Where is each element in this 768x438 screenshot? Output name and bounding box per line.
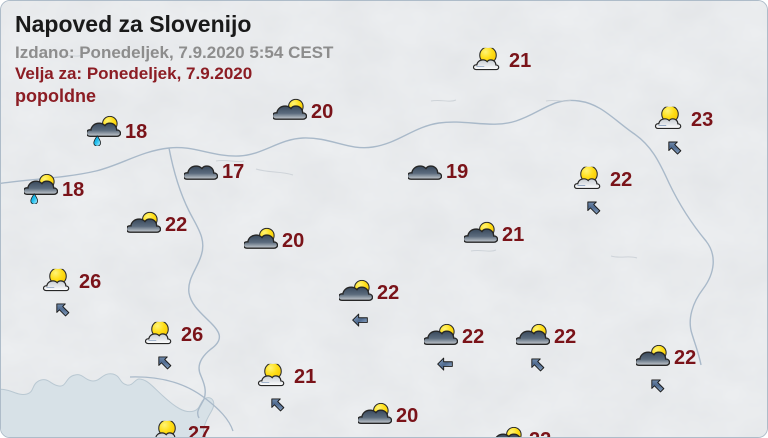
svg-text:21: 21 <box>502 224 524 246</box>
svg-text:20: 20 <box>311 101 333 123</box>
svg-text:21: 21 <box>509 50 531 72</box>
svg-text:18: 18 <box>62 179 84 201</box>
svg-text:22: 22 <box>529 429 551 438</box>
svg-text:27: 27 <box>188 423 210 438</box>
svg-text:26: 26 <box>79 271 101 293</box>
svg-text:22: 22 <box>554 326 576 348</box>
svg-text:21: 21 <box>294 366 316 388</box>
svg-text:22: 22 <box>165 214 187 236</box>
svg-text:19: 19 <box>446 161 468 183</box>
svg-text:23: 23 <box>691 109 713 131</box>
svg-text:20: 20 <box>396 405 418 427</box>
svg-text:22: 22 <box>377 282 399 304</box>
svg-text:18: 18 <box>125 121 147 143</box>
svg-text:22: 22 <box>462 326 484 348</box>
svg-text:22: 22 <box>610 169 632 191</box>
svg-text:22: 22 <box>674 347 696 369</box>
svg-text:20: 20 <box>282 230 304 252</box>
svg-text:17: 17 <box>222 161 244 183</box>
svg-text:26: 26 <box>181 324 203 346</box>
